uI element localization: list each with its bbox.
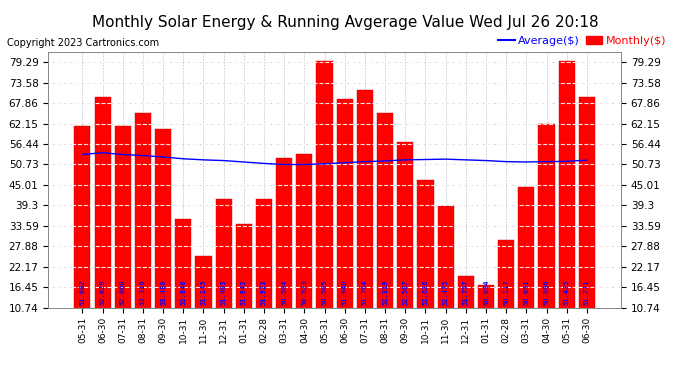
Text: $0.894: $0.894	[483, 279, 489, 305]
Text: 52.629: 52.629	[99, 279, 106, 305]
Text: 50.504: 50.504	[282, 279, 287, 305]
Bar	[337, 99, 353, 346]
Text: 51.757: 51.757	[463, 279, 469, 305]
Text: 51.425: 51.425	[564, 279, 570, 305]
Bar	[579, 97, 595, 346]
Bar	[518, 187, 535, 346]
Text: 51.145: 51.145	[201, 279, 206, 305]
Bar	[417, 180, 433, 346]
Text: 53.480: 53.480	[160, 279, 166, 305]
Bar	[236, 224, 252, 346]
Text: 50.117: 50.117	[503, 279, 509, 305]
Text: 52.626: 52.626	[422, 279, 428, 305]
Bar	[276, 158, 293, 346]
Bar	[215, 199, 232, 346]
Text: Copyright 2023 Cartronics.com: Copyright 2023 Cartronics.com	[7, 38, 159, 48]
Text: 50.523: 50.523	[302, 279, 307, 305]
Text: 52.660: 52.660	[120, 279, 126, 305]
Bar	[478, 285, 494, 346]
Bar	[437, 206, 454, 346]
Bar	[538, 124, 555, 346]
Bar	[377, 113, 393, 346]
Bar	[75, 126, 90, 346]
Text: 50.886: 50.886	[544, 279, 549, 305]
Bar	[135, 113, 151, 346]
Bar	[296, 154, 313, 346]
Text: 52.319: 52.319	[382, 279, 388, 305]
Text: Monthly Solar Energy & Running Avgerage Value Wed Jul 26 20:18: Monthly Solar Energy & Running Avgerage …	[92, 15, 598, 30]
Bar	[317, 62, 333, 346]
Text: 52.475: 52.475	[443, 279, 448, 305]
Bar	[397, 142, 413, 346]
Text: 51.682: 51.682	[79, 279, 86, 305]
Text: 50.505: 50.505	[322, 279, 328, 305]
Text: 51.771: 51.771	[584, 279, 590, 305]
Text: 50.691: 50.691	[523, 279, 529, 305]
Bar	[256, 199, 272, 346]
Bar	[175, 219, 191, 346]
Text: 52.507: 52.507	[402, 279, 408, 305]
Bar	[559, 62, 575, 346]
Text: 52.848: 52.848	[180, 279, 186, 305]
Text: 51.943: 51.943	[241, 279, 247, 305]
Text: 51.403: 51.403	[221, 279, 226, 305]
Bar	[195, 256, 212, 346]
Text: 51.940: 51.940	[342, 279, 348, 305]
Bar	[498, 240, 514, 346]
Bar	[457, 276, 474, 346]
Text: 53.316: 53.316	[140, 279, 146, 305]
Bar	[155, 129, 171, 346]
Text: 51.764: 51.764	[362, 279, 368, 305]
Bar	[357, 90, 373, 346]
Legend: Average($), Monthly($): Average($), Monthly($)	[494, 32, 671, 51]
Bar	[115, 126, 131, 346]
Text: 51.923: 51.923	[261, 279, 267, 305]
Bar	[95, 97, 110, 346]
